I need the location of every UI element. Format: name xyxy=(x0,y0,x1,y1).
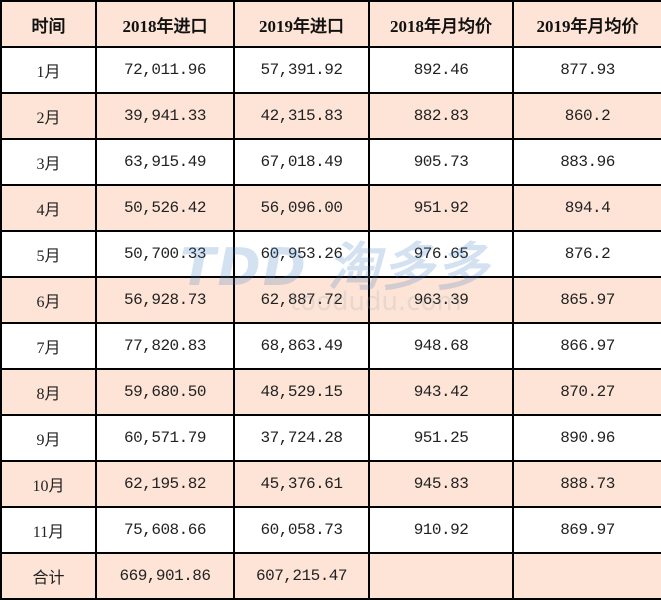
value-cell: 865.97 xyxy=(512,276,661,324)
month-cell: 2月 xyxy=(0,92,97,140)
value-cell: 62,195.82 xyxy=(95,460,235,508)
column-header: 2019年月均价 xyxy=(512,0,661,48)
value-cell: 890.96 xyxy=(512,414,661,462)
value-cell: 892.46 xyxy=(368,46,514,94)
value-cell: 877.93 xyxy=(512,46,661,94)
month-cell: 11月 xyxy=(0,506,97,554)
month-cell: 6月 xyxy=(0,276,97,324)
table-row: 11月 75,608.66 60,058.73 910.92 869.97 xyxy=(0,506,661,554)
value-cell: 669,901.86 xyxy=(95,552,235,600)
value-cell: 56,928.73 xyxy=(95,276,235,324)
value-cell: 48,529.15 xyxy=(233,368,370,416)
value-cell: 948.68 xyxy=(368,322,514,370)
value-cell xyxy=(512,552,661,600)
value-cell: 50,700.33 xyxy=(95,230,235,278)
table-row: 3月 63,915.49 67,018.49 905.73 883.96 xyxy=(0,138,661,186)
value-cell: 60,953.26 xyxy=(233,230,370,278)
month-cell: 3月 xyxy=(0,138,97,186)
value-cell: 75,608.66 xyxy=(95,506,235,554)
value-cell: 882.83 xyxy=(368,92,514,140)
table-row: 9月 60,571.79 37,724.28 951.25 890.96 xyxy=(0,414,661,462)
table-row: 1月 72,011.96 57,391.92 892.46 877.93 xyxy=(0,46,661,94)
month-cell: 4月 xyxy=(0,184,97,232)
header-row: 时间 2018年进口 2019年进口 2018年月均价 2019年月均价 xyxy=(0,0,661,48)
value-cell: 870.27 xyxy=(512,368,661,416)
value-cell: 876.2 xyxy=(512,230,661,278)
value-cell: 57,391.92 xyxy=(233,46,370,94)
total-row: 合计 669,901.86 607,215.47 xyxy=(0,552,661,600)
column-header: 2018年进口 xyxy=(95,0,235,48)
value-cell: 943.42 xyxy=(368,368,514,416)
value-cell: 56,096.00 xyxy=(233,184,370,232)
column-header: 2019年进口 xyxy=(233,0,370,48)
value-cell: 67,018.49 xyxy=(233,138,370,186)
table-row: 5月 50,700.33 60,953.26 976.65 876.2 xyxy=(0,230,661,278)
month-cell: 合计 xyxy=(0,552,97,600)
value-cell: 39,941.33 xyxy=(95,92,235,140)
value-cell: 951.25 xyxy=(368,414,514,462)
value-cell: 910.92 xyxy=(368,506,514,554)
value-cell: 68,863.49 xyxy=(233,322,370,370)
table-row: 7月 77,820.83 68,863.49 948.68 866.97 xyxy=(0,322,661,370)
value-cell: 883.96 xyxy=(512,138,661,186)
table-row: 2月 39,941.33 42,315.83 882.83 860.2 xyxy=(0,92,661,140)
month-cell: 8月 xyxy=(0,368,97,416)
value-cell: 60,058.73 xyxy=(233,506,370,554)
value-cell: 866.97 xyxy=(512,322,661,370)
table-row: 4月 50,526.42 56,096.00 951.92 894.4 xyxy=(0,184,661,232)
value-cell: 976.65 xyxy=(368,230,514,278)
value-cell: 894.4 xyxy=(512,184,661,232)
column-header: 时间 xyxy=(0,0,97,48)
value-cell: 50,526.42 xyxy=(95,184,235,232)
value-cell: 951.92 xyxy=(368,184,514,232)
value-cell: 860.2 xyxy=(512,92,661,140)
month-cell: 10月 xyxy=(0,460,97,508)
value-cell: 869.97 xyxy=(512,506,661,554)
value-cell: 963.39 xyxy=(368,276,514,324)
value-cell: 60,571.79 xyxy=(95,414,235,462)
month-cell: 9月 xyxy=(0,414,97,462)
month-cell: 1月 xyxy=(0,46,97,94)
value-cell: 905.73 xyxy=(368,138,514,186)
table-row: 10月 62,195.82 45,376.61 945.83 888.73 xyxy=(0,460,661,508)
value-cell xyxy=(368,552,514,600)
value-cell: 37,724.28 xyxy=(233,414,370,462)
value-cell: 62,887.72 xyxy=(233,276,370,324)
value-cell: 42,315.83 xyxy=(233,92,370,140)
value-cell: 607,215.47 xyxy=(233,552,370,600)
month-cell: 5月 xyxy=(0,230,97,278)
value-cell: 945.83 xyxy=(368,460,514,508)
value-cell: 72,011.96 xyxy=(95,46,235,94)
value-cell: 45,376.61 xyxy=(233,460,370,508)
table-row: 8月 59,680.50 48,529.15 943.42 870.27 xyxy=(0,368,661,416)
value-cell: 59,680.50 xyxy=(95,368,235,416)
table-row: 6月 56,928.73 62,887.72 963.39 865.97 xyxy=(0,276,661,324)
value-cell: 888.73 xyxy=(512,460,661,508)
column-header: 2018年月均价 xyxy=(368,0,514,48)
value-cell: 63,915.49 xyxy=(95,138,235,186)
value-cell: 77,820.83 xyxy=(95,322,235,370)
month-cell: 7月 xyxy=(0,322,97,370)
